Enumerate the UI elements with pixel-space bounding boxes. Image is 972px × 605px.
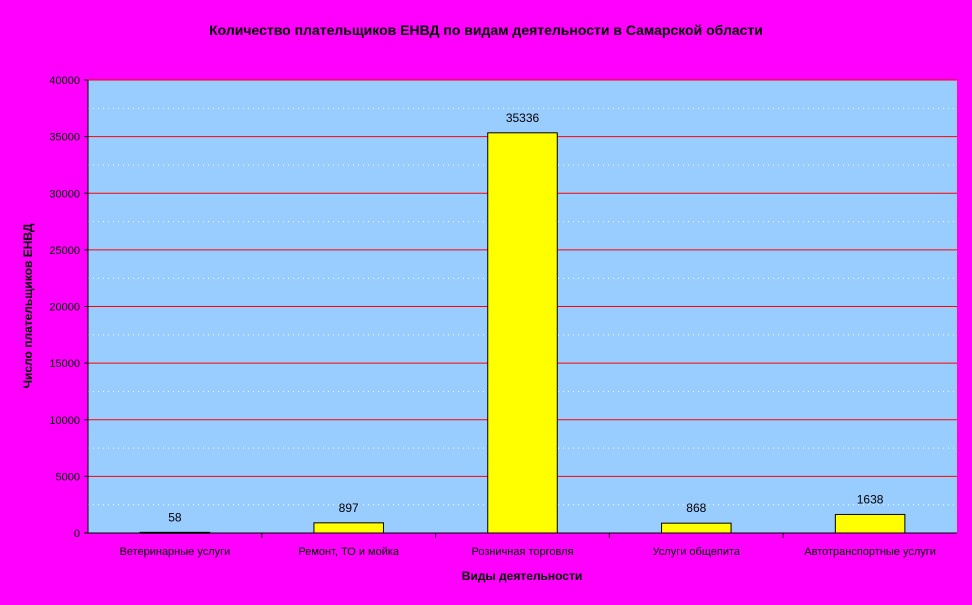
y-tick-label: 35000 (49, 132, 80, 144)
data-label: 58 (168, 510, 182, 524)
chart-title: Количество плательщиков ЕНВД по видам де… (209, 22, 763, 38)
y-axis-ticks: 0 5000 10000 15000 20000 25000 30000 35000 40000 (49, 75, 88, 540)
x-axis-ticks: Ветеринарные услуги Ремонт, ТО и мойка Роз… (119, 533, 936, 558)
x-axis-label: Виды деятельности (462, 569, 582, 583)
data-labels: 58 897 35336 868 1638 (168, 111, 884, 525)
x-tick-label: Ремонт, ТО и мойка (298, 546, 400, 558)
x-tick-label: Ветеринарные услуги (119, 546, 230, 558)
bar (487, 132, 558, 534)
x-tick-label: Розничная торговля (471, 546, 573, 558)
data-label: 868 (686, 501, 706, 515)
y-tick-label: 10000 (49, 415, 80, 427)
x-tick-label: Автотранспортные услуги (804, 546, 936, 558)
bar (313, 522, 384, 534)
x-tick-label: Услуги общепита (653, 546, 741, 558)
y-axis-label: Число плательщиков ЕНВД (21, 223, 35, 388)
y-tick-label: 30000 (49, 188, 80, 200)
bar (834, 513, 906, 534)
y-tick-label: 40000 (49, 75, 80, 87)
y-tick-label: 5000 (56, 471, 80, 483)
data-label: 35336 (506, 111, 540, 125)
y-tick-label: 15000 (49, 358, 80, 370)
y-tick-label: 0 (74, 528, 80, 540)
data-label: 897 (339, 501, 359, 515)
bar (661, 522, 732, 534)
y-tick-label: 20000 (49, 302, 80, 314)
data-label: 1638 (857, 492, 884, 506)
bars (139, 132, 906, 534)
y-tick-label: 25000 (49, 245, 80, 257)
